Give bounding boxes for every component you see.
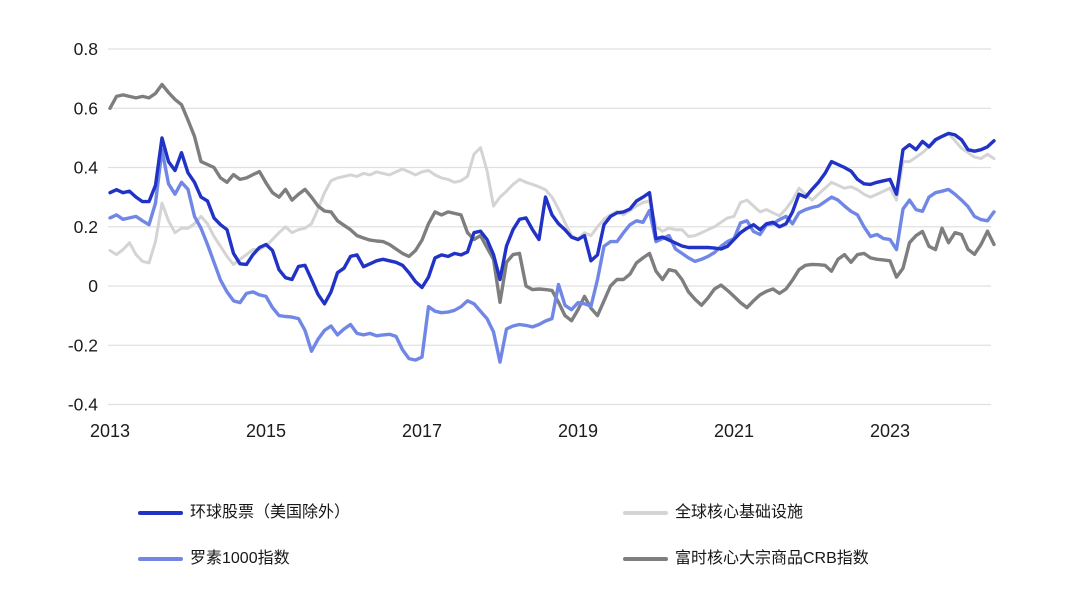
y-tick-label: 0 <box>88 276 98 296</box>
x-tick-label: 2021 <box>714 421 754 441</box>
x-tick-label: 2019 <box>558 421 598 441</box>
legend-label-global-core-infrastructure: 全球核心基础设施 <box>675 504 804 521</box>
x-tick-label: 2017 <box>402 421 442 441</box>
legend-item-global-core-infrastructure[interactable]: 全球核心基础设施 <box>623 503 803 523</box>
legend-label-global-equities-ex-us: 环球股票（美国除外） <box>190 504 351 521</box>
y-tick-label: 0.6 <box>74 98 98 118</box>
series-line-1 <box>108 147 996 364</box>
legend-item-ftse-core-commodity-crb[interactable]: 富时核心大宗商品CRB指数 <box>623 549 869 569</box>
legend-item-global-equities-ex-us[interactable]: 环球股票（美国除外） <box>138 503 350 523</box>
legend-swatch-global-equities-ex-us <box>138 511 183 515</box>
x-tick-label: 2015 <box>246 421 286 441</box>
x-tick-label: 2013 <box>90 421 130 441</box>
y-tick-label: -0.2 <box>68 335 98 355</box>
y-tick-label: -0.4 <box>68 395 98 415</box>
series-line-3 <box>108 82 996 323</box>
y-tick-label: 0.4 <box>74 158 99 178</box>
legend-label-russell-1000: 罗素1000指数 <box>190 550 290 567</box>
legend-item-russell-1000[interactable]: 罗素1000指数 <box>138 549 290 569</box>
y-tick-label: 0.2 <box>74 217 98 237</box>
y-tick-label: 0.8 <box>74 39 98 59</box>
series-line-0 <box>108 131 996 306</box>
legend-swatch-russell-1000 <box>138 557 183 561</box>
x-tick-label: 2023 <box>870 421 910 441</box>
legend-label-ftse-core-commodity-crb: 富时核心大宗商品CRB指数 <box>675 550 869 567</box>
legend-swatch-ftse-core-commodity-crb <box>623 557 668 561</box>
legend-swatch-global-core-infrastructure <box>623 511 668 515</box>
series-line-2 <box>108 131 996 266</box>
